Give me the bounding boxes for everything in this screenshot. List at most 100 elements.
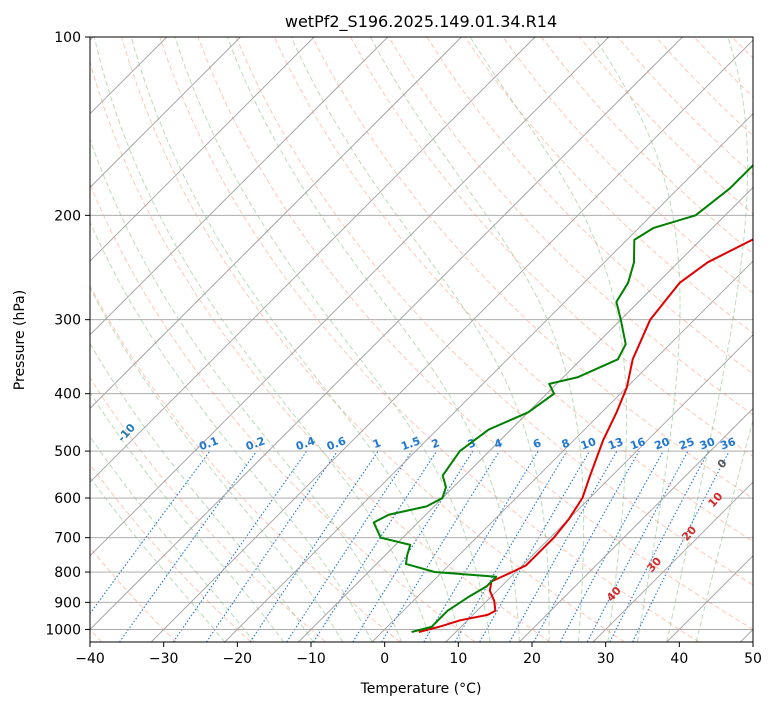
isotherm bbox=[90, 37, 610, 557]
mixing-ratio-line bbox=[559, 450, 664, 642]
mixing-ratio-line bbox=[172, 450, 308, 642]
y-tick-label: 1000 bbox=[45, 622, 81, 638]
moist-adiabat bbox=[174, 37, 491, 642]
mixing-ratio-label: 0.6 bbox=[325, 434, 348, 453]
mixing-ratio-line bbox=[249, 450, 379, 642]
x-tick-label: 0 bbox=[380, 651, 389, 667]
mixing-ratio-line bbox=[533, 450, 640, 642]
dry-adiabat bbox=[693, 37, 753, 98]
isotherm bbox=[519, 407, 753, 642]
dry-adiabat bbox=[90, 60, 551, 642]
dry-adiabat bbox=[197, 37, 753, 630]
moist-adiabat bbox=[90, 476, 226, 642]
mixing-ratio-label: 2 bbox=[430, 436, 442, 451]
dry-adiabat bbox=[90, 376, 327, 642]
dewpoint-profile bbox=[372, 163, 753, 633]
y-tick-label: 800 bbox=[54, 565, 81, 581]
mixing-ratio-label: 1.5 bbox=[399, 434, 422, 453]
dry-adiabat bbox=[90, 284, 401, 642]
x-tick-label: 20 bbox=[523, 651, 541, 667]
dry-adiabat bbox=[121, 37, 625, 642]
x-tick-label: 10 bbox=[449, 651, 467, 667]
x-tick-label: −10 bbox=[296, 651, 326, 667]
x-tick-label: 30 bbox=[597, 651, 615, 667]
moist-adiabat bbox=[370, 37, 585, 642]
moist-adiabat bbox=[226, 37, 520, 642]
mixing-ratio-label: 36 bbox=[719, 435, 738, 453]
dry-adiabat bbox=[388, 37, 753, 416]
chart-title: wetPf2_S196.2025.149.01.34.R14 bbox=[285, 12, 557, 32]
moist-adiabat bbox=[130, 37, 461, 642]
mixing-ratio-line bbox=[205, 450, 338, 642]
isotherm bbox=[90, 37, 315, 262]
dry-adiabat bbox=[273, 37, 753, 543]
mixing-ratio-line bbox=[286, 450, 413, 642]
mixing-ratio-label: 6 bbox=[531, 436, 543, 451]
mixing-ratio-line bbox=[509, 450, 618, 642]
moist-adiabat bbox=[666, 37, 749, 642]
x-tick-label: −20 bbox=[223, 651, 253, 667]
isotherm bbox=[445, 334, 753, 642]
isotherm bbox=[90, 37, 536, 483]
x-tick-label: −40 bbox=[75, 651, 105, 667]
isotherm bbox=[298, 186, 753, 642]
mixing-ratio-label: 3 bbox=[466, 436, 478, 451]
y-tick-label: 600 bbox=[54, 491, 81, 507]
x-tick-label: −30 bbox=[149, 651, 179, 667]
moist-adiabat bbox=[90, 286, 344, 642]
isotherm bbox=[224, 113, 753, 642]
isotherm bbox=[371, 260, 753, 642]
moist-adiabat bbox=[90, 342, 314, 642]
dry-adiabat-label: -10 bbox=[115, 421, 138, 445]
x-axis-label: Temperature (°C) bbox=[360, 681, 482, 697]
mixing-ratio-label: 4 bbox=[492, 436, 504, 451]
x-axis-ticks: −40 −30 −20 −10 0 10 20 30 40 50 bbox=[75, 642, 762, 667]
mixing-ratio-line bbox=[90, 450, 211, 615]
y-axis-label: Pressure (hPa) bbox=[12, 290, 28, 390]
isotherm bbox=[592, 481, 753, 642]
moist-adiabat bbox=[469, 37, 627, 642]
mixing-ratio-line bbox=[119, 450, 258, 642]
moist-adiabat-label: 40 bbox=[604, 584, 624, 604]
dry-adiabat bbox=[350, 37, 753, 458]
isotherm bbox=[90, 37, 241, 189]
dry-adiabat bbox=[90, 463, 252, 642]
dry-adiabat bbox=[90, 182, 476, 642]
mixing-ratio-label: 13 bbox=[606, 435, 625, 452]
dry-adiabat bbox=[502, 37, 753, 294]
mixing-ratio-line bbox=[632, 450, 730, 642]
mixing-ratio-label: 25 bbox=[677, 435, 696, 452]
y-axis-ticks: 100 200 300 400 500 600 700 800 900 1000 bbox=[45, 30, 90, 638]
dry-adiabat bbox=[655, 37, 753, 137]
moist-adiabat bbox=[290, 37, 550, 642]
moist-adiabat-label: 10 bbox=[706, 490, 726, 510]
y-tick-label: 700 bbox=[54, 531, 81, 547]
y-tick-label: 300 bbox=[54, 313, 81, 329]
dry-adiabat bbox=[90, 546, 177, 642]
isotherm bbox=[150, 39, 753, 642]
mixing-ratio-label: 10 bbox=[579, 435, 598, 453]
isotherm bbox=[90, 37, 389, 336]
mixing-ratio-label: 20 bbox=[653, 435, 672, 453]
moist-adiabat bbox=[695, 418, 753, 642]
moist-adiabat bbox=[90, 435, 255, 642]
mixing-ratio-line bbox=[381, 450, 500, 642]
dry-adiabat bbox=[770, 37, 775, 642]
data-series bbox=[372, 163, 753, 633]
line-labels: -100-90-80-70-60-50-40-30-20-10010203040… bbox=[115, 421, 738, 604]
y-tick-label: 100 bbox=[54, 30, 81, 46]
dry-adiabat bbox=[235, 37, 753, 586]
moist-adiabat bbox=[594, 37, 681, 642]
isotherm bbox=[90, 37, 462, 410]
mixing-ratio-label: 8 bbox=[560, 436, 572, 451]
dry-adiabat bbox=[311, 37, 753, 500]
dry-adiabat bbox=[426, 37, 753, 375]
mixing-ratio-label: 30 bbox=[698, 435, 717, 453]
moist-adiabat-label: 0 bbox=[715, 456, 730, 471]
mixing-ratio-label: 1 bbox=[371, 436, 383, 451]
temperature-profile bbox=[418, 238, 753, 633]
mixing-ratio-line bbox=[313, 450, 438, 642]
mixing-ratio-label: 0.2 bbox=[244, 434, 267, 453]
x-tick-label: 50 bbox=[744, 651, 762, 667]
